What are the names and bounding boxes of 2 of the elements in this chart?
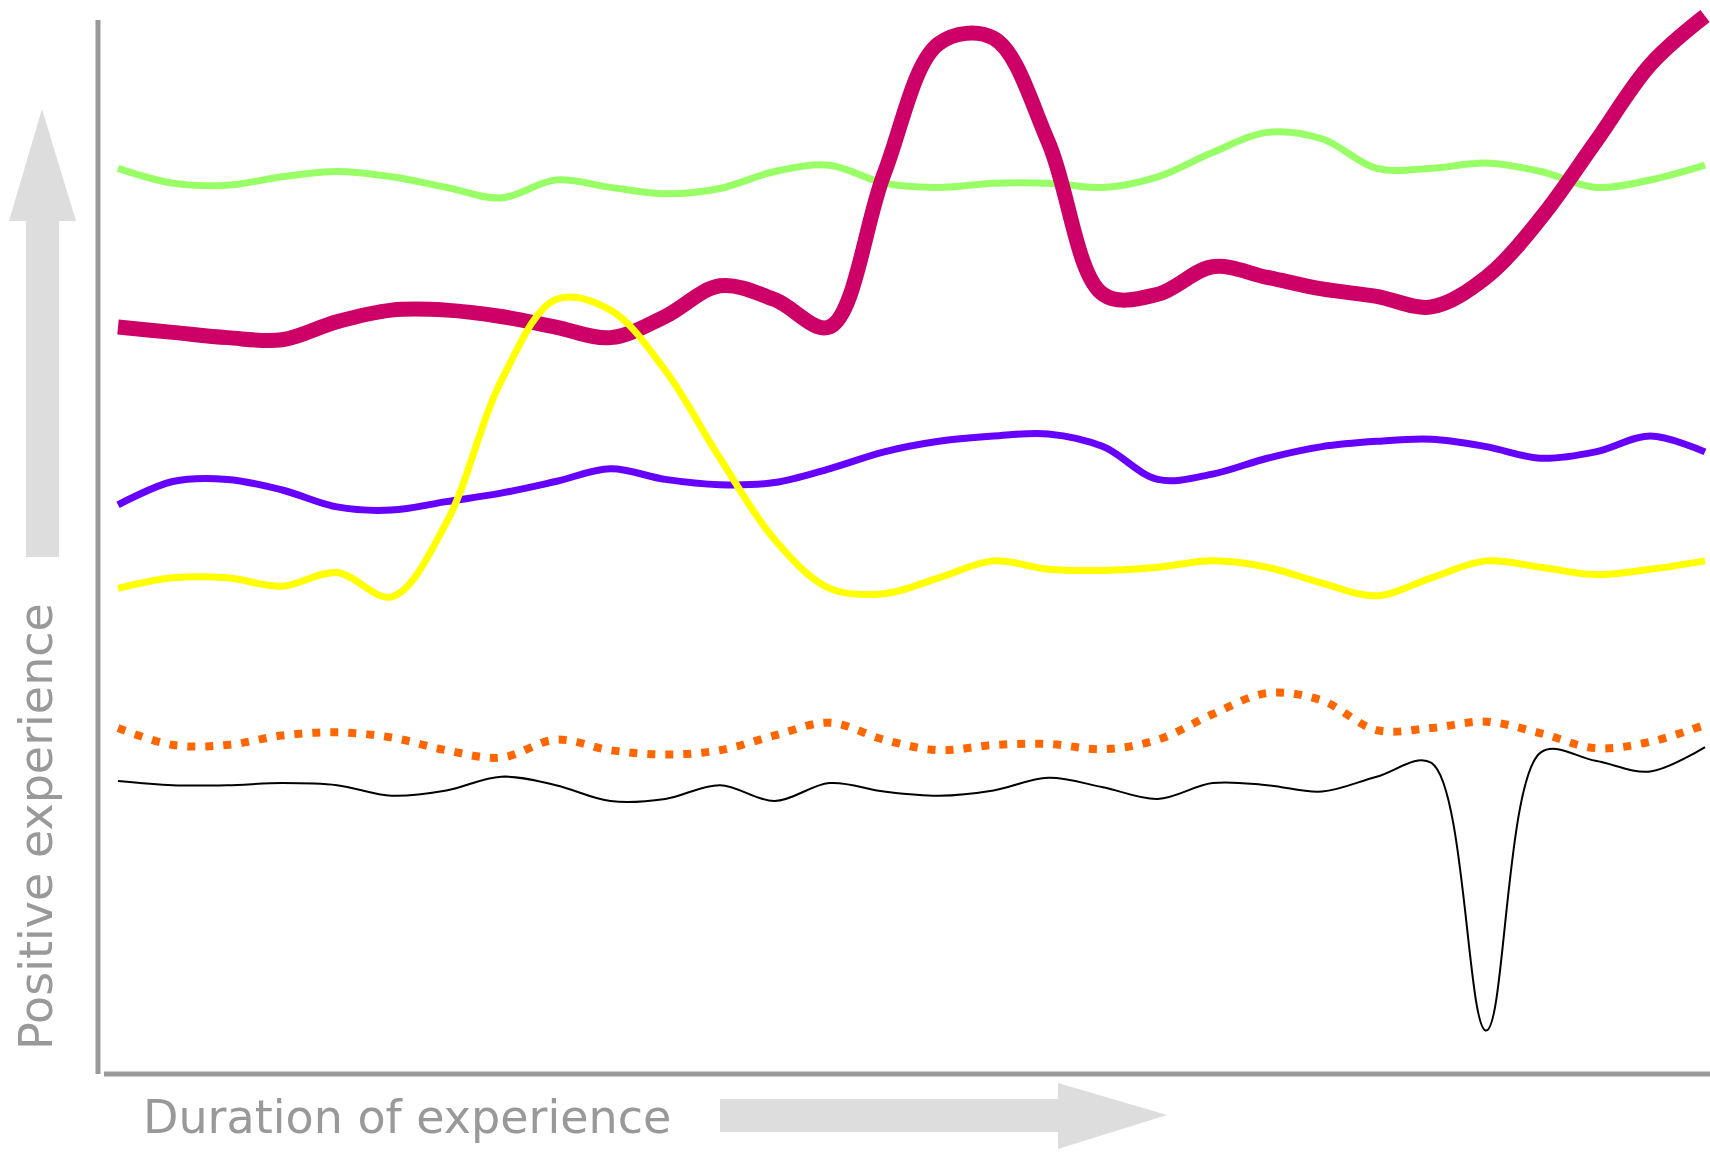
- y-axis-title: Positive experience: [9, 603, 63, 1050]
- x-axis-title: Duration of experience: [143, 1090, 672, 1144]
